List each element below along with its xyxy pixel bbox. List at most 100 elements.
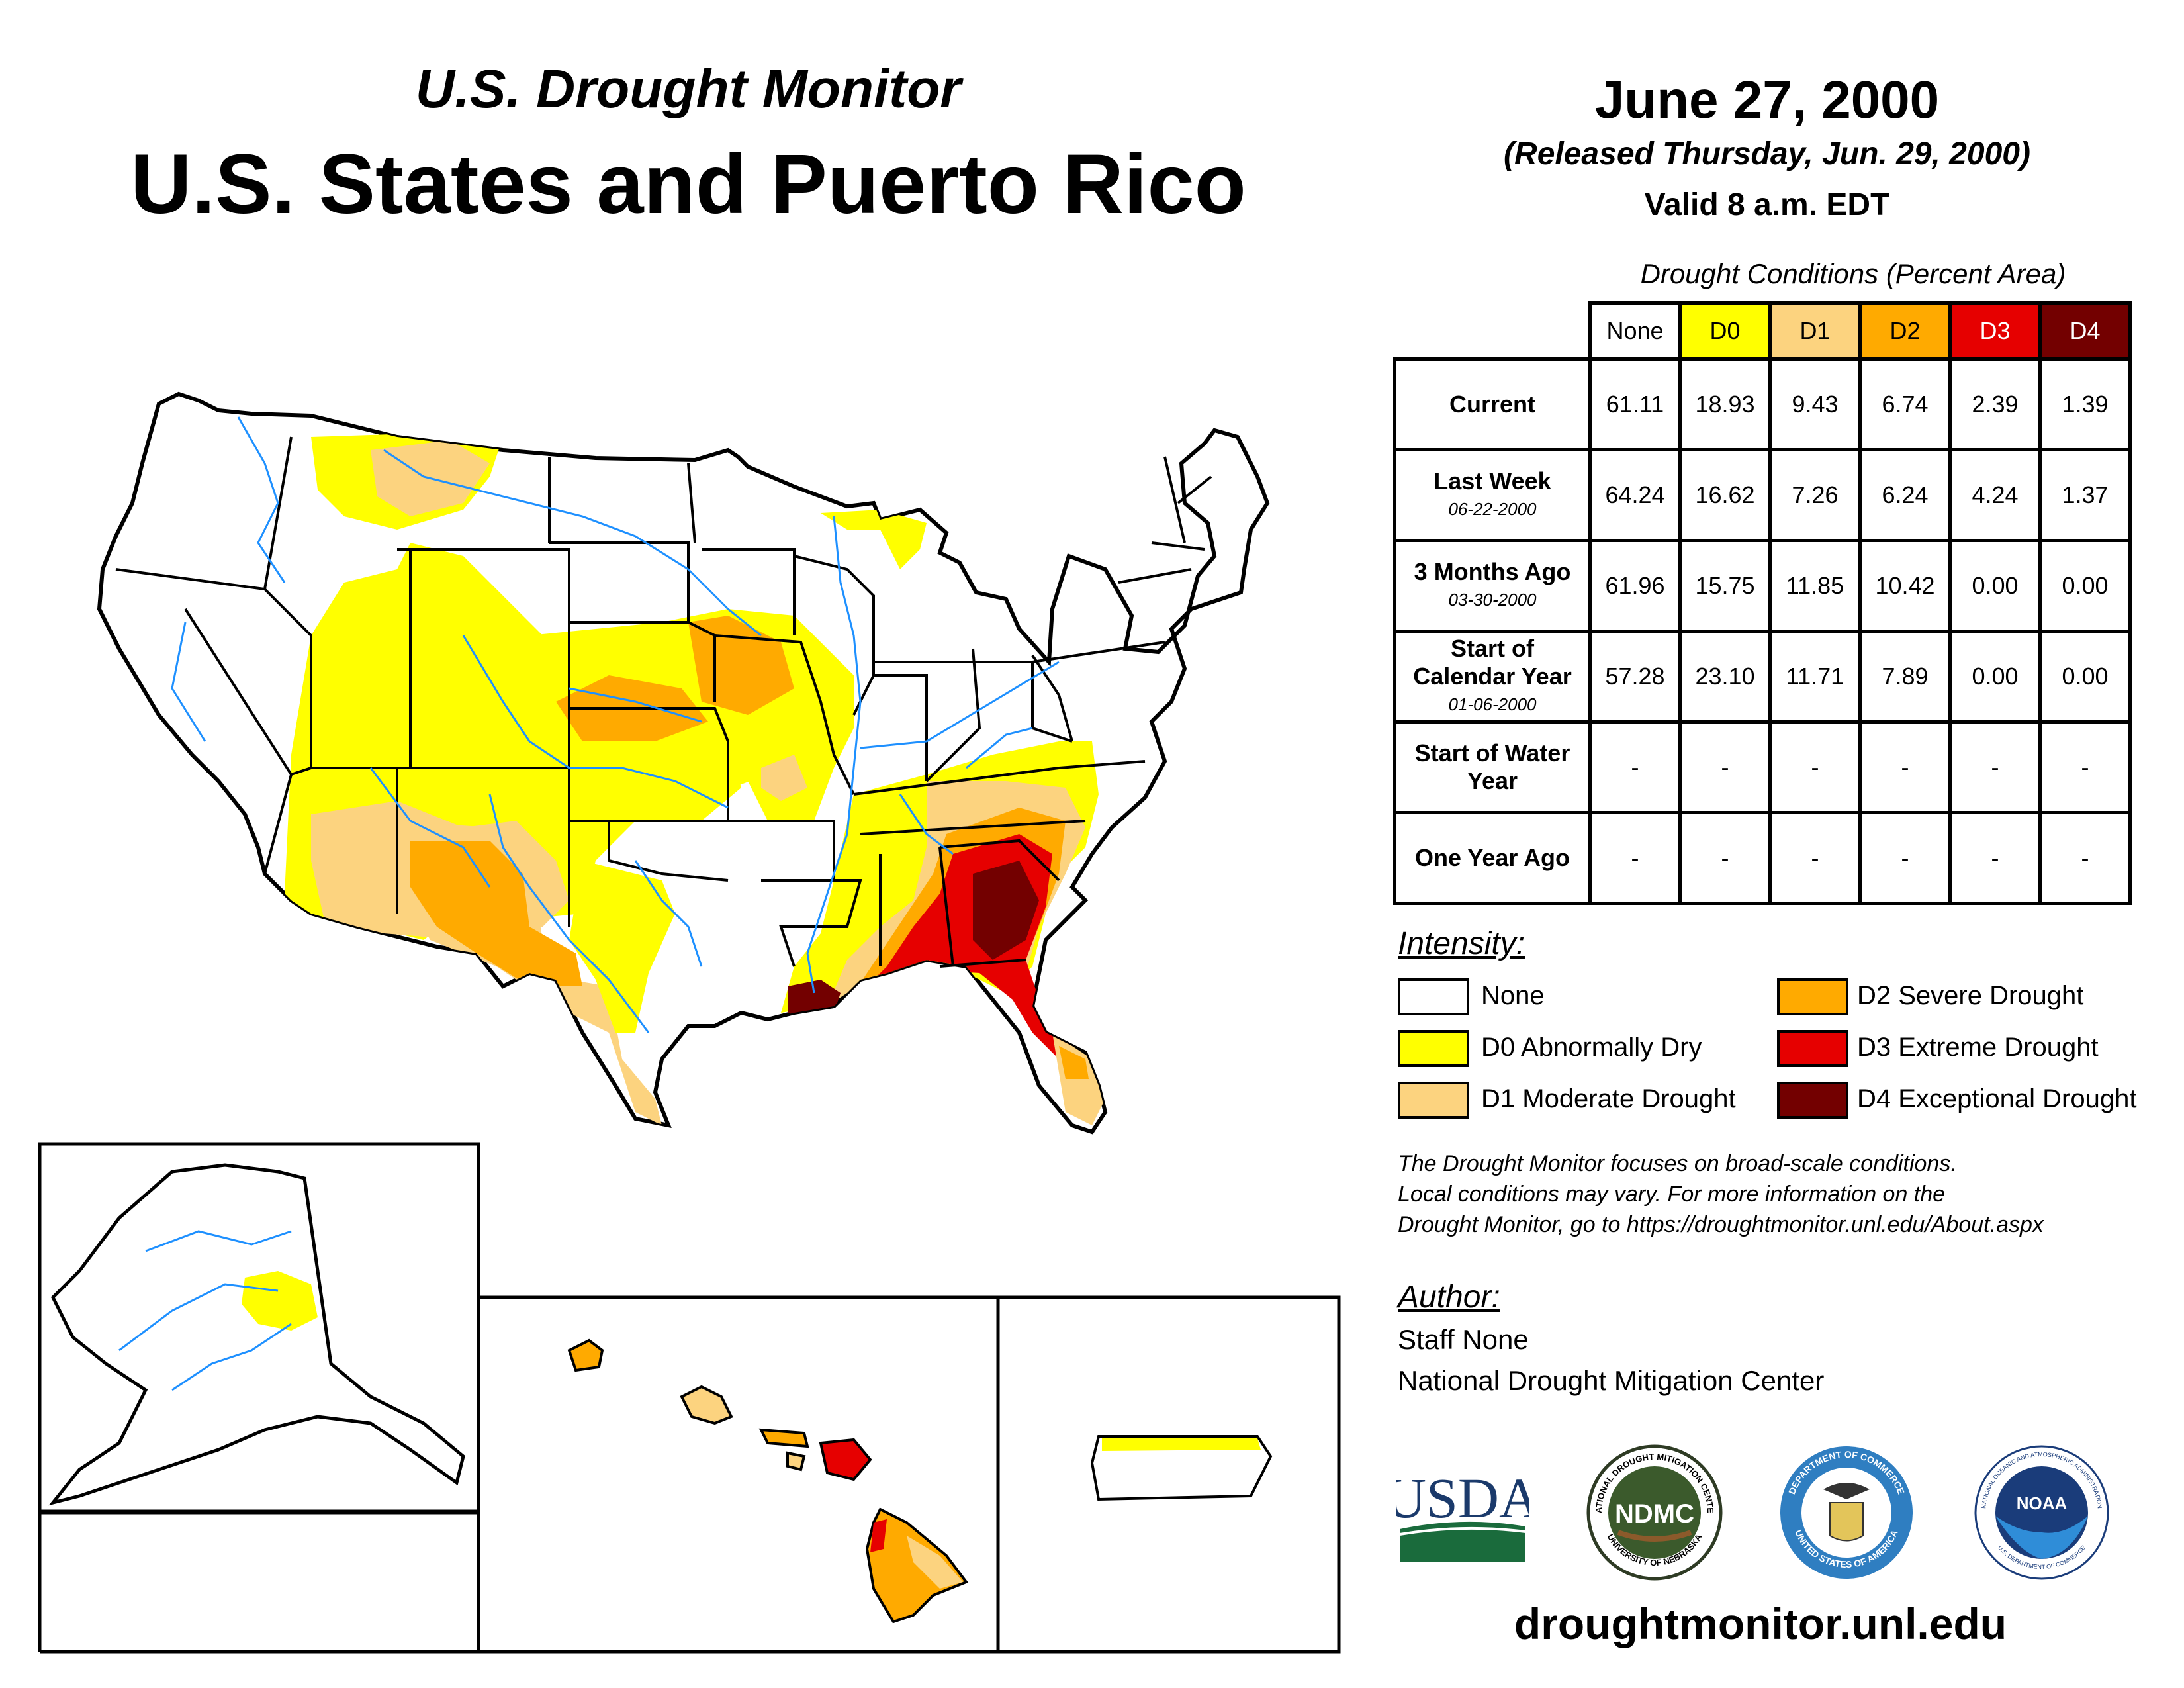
legend-label-d0: D0 Abnormally Dry [1481, 1033, 1702, 1062]
table-cell: 4.24 [1948, 448, 2042, 542]
note-line-1: The Drought Monitor focuses on broad-sca… [1398, 1151, 1957, 1176]
table-cell: 7.26 [1768, 448, 1862, 542]
table-cell: 11.85 [1768, 539, 1862, 633]
row-label-text: Current [1449, 391, 1535, 418]
legend-label-none: None [1481, 981, 1545, 1010]
table-cell: - [2038, 720, 2132, 814]
row-label-text: Last Week [1433, 467, 1551, 494]
table-cell: 64.24 [1588, 448, 1682, 542]
table-cell: - [1588, 720, 1682, 814]
table-cell: 23.10 [1678, 630, 1772, 724]
col-header-none: None [1588, 301, 1682, 361]
row-label-text: One Year Ago [1414, 844, 1570, 871]
table-cell: 6.74 [1858, 357, 1952, 451]
row-label-text: Start of Calendar Year [1413, 635, 1572, 690]
table-cell: 1.37 [2038, 448, 2132, 542]
row-label-date: 01-06-2000 [1448, 694, 1537, 714]
legend-swatch-d3 [1777, 1030, 1848, 1067]
legend-label-d3: D3 Extreme Drought [1857, 1033, 2099, 1062]
table-cell: - [1678, 720, 1772, 814]
note-line-3: Drought Monitor, go to https://droughtmo… [1398, 1212, 2044, 1237]
table-cell: 16.62 [1678, 448, 1772, 542]
table-cell: 1.39 [2038, 357, 2132, 451]
col-header-d0: D0 [1678, 301, 1772, 361]
row-label-date: 03-30-2000 [1448, 590, 1537, 610]
table-cell: - [1768, 811, 1862, 905]
table-row: Last Week 06-22-2000 64.24 16.62 7.26 6.24 4.2… [1393, 448, 2132, 542]
commerce-logo: DEPARTMENT OF COMMERCE UNITED STATES OF … [1780, 1446, 1913, 1579]
table-cell: - [1588, 811, 1682, 905]
alaska-shape [48, 1163, 465, 1506]
table-cell: - [2038, 811, 2132, 905]
legend-swatch-none [1398, 978, 1469, 1015]
row-label: 3 Months Ago 03-30-2000 [1393, 539, 1592, 633]
legend-label-d2: D2 Severe Drought [1857, 981, 2084, 1010]
legend-title: Intensity: [1398, 926, 1525, 961]
website-url: droughtmonitor.unl.edu [1514, 1599, 2007, 1648]
drought-stats-table: None D0 D1 D2 D3 D4 Current 61.11 18.93 9.4… [1393, 301, 2132, 905]
table-row: 3 Months Ago 03-30-2000 61.96 15.75 11.85 10.… [1393, 539, 2132, 633]
legend-swatch-d1 [1398, 1082, 1469, 1119]
author-title: Author: [1398, 1280, 1500, 1315]
map-date: June 27, 2000 [1594, 70, 1940, 129]
row-label-text: Start of Water Year [1414, 739, 1570, 794]
col-header-d4: D4 [2038, 301, 2132, 361]
table-cell: 0.00 [1948, 630, 2042, 724]
release-date: (Released Thursday, Jun. 29, 2000) [1504, 136, 2030, 171]
rivers [171, 416, 1060, 1033]
noaa-logo: NOAA NATIONAL OCEANIC AND ATMOSPHERIC AD… [1974, 1445, 2109, 1580]
row-label: Start of Water Year [1393, 720, 1592, 814]
row-label-date: 06-22-2000 [1448, 499, 1537, 519]
col-header-d1: D1 [1768, 301, 1862, 361]
table-cell: - [1678, 811, 1772, 905]
note-line-2: Local conditions may vary. For more info… [1398, 1182, 1946, 1207]
table-cell: 7.89 [1858, 630, 1952, 724]
table-cell: - [1858, 720, 1952, 814]
row-label: One Year Ago [1393, 811, 1592, 905]
table-cell: 61.96 [1588, 539, 1682, 633]
svg-text:NOAA: NOAA [2017, 1493, 2068, 1513]
table-row: Current 61.11 18.93 9.43 6.74 2.39 1.39 [1393, 357, 2132, 451]
table-cell: 18.93 [1678, 357, 1772, 451]
table-row: Start of Calendar Year 01-06-2000 57.28 23.… [1393, 630, 2132, 724]
table-cell: 0.00 [2038, 630, 2132, 724]
disclaimer-note: The Drought Monitor focuses on broad-sca… [1398, 1149, 2159, 1240]
legend-label-d1: D1 Moderate Drought [1481, 1084, 1736, 1113]
map-subtitle: U.S. Drought Monitor [415, 59, 962, 119]
hawaii-pr-inset [477, 1295, 1341, 1654]
table-cell: - [1948, 720, 2042, 814]
table-cell: 57.28 [1588, 630, 1682, 724]
table-corner [1395, 303, 1590, 359]
puerto-rico-shape [1090, 1435, 1273, 1501]
author-name: Staff None [1398, 1324, 1529, 1355]
table-cell: 0.00 [1948, 539, 2042, 633]
table-cell: - [1858, 811, 1952, 905]
table-cell: 6.24 [1858, 448, 1952, 542]
legend-swatch-d2 [1777, 978, 1848, 1015]
legend-label-d4: D4 Exceptional Drought [1857, 1084, 2137, 1113]
valid-time: Valid 8 a.m. EDT [1644, 187, 1890, 222]
map-title: U.S. States and Puerto Rico [130, 137, 1246, 232]
table-cell: 61.11 [1588, 357, 1682, 451]
row-label: Last Week 06-22-2000 [1393, 448, 1592, 542]
col-header-d2: D2 [1858, 301, 1952, 361]
state-boundaries [115, 436, 1212, 968]
row-label: Start of Calendar Year 01-06-2000 [1393, 630, 1592, 724]
table-row: One Year Ago - - - - - - [1393, 811, 2132, 905]
ndmc-logo: NDMC NATIONAL DROUGHT MITIGATION CENTER … [1585, 1443, 1723, 1581]
table-cell: 9.43 [1768, 357, 1862, 451]
table-cell: 2.39 [1948, 357, 2042, 451]
svg-text:NDMC: NDMC [1615, 1499, 1694, 1528]
table-cell: 10.42 [1858, 539, 1952, 633]
col-header-d3: D3 [1948, 301, 2042, 361]
legend-swatch-d4 [1777, 1082, 1848, 1119]
table-caption: Drought Conditions (Percent Area) [1640, 258, 2066, 289]
table-cell: 11.71 [1768, 630, 1862, 724]
row-label: Current [1393, 357, 1592, 451]
author-org: National Drought Mitigation Center [1398, 1365, 1825, 1396]
table-cell: - [1948, 811, 2042, 905]
table-header-row: None D0 D1 D2 D3 D4 [1395, 301, 2132, 361]
table-cell: 15.75 [1678, 539, 1772, 633]
svg-text:USDA: USDA [1396, 1466, 1529, 1530]
